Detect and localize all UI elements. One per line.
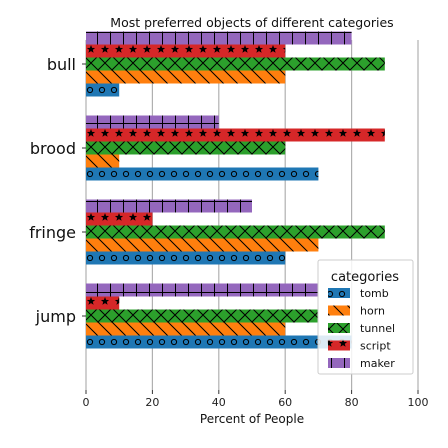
bar-hatch-horn-bull bbox=[86, 70, 286, 84]
bars bbox=[86, 31, 385, 349]
bar-hatch-script-jump bbox=[86, 296, 120, 310]
x-tick-label: 20 bbox=[145, 396, 159, 409]
category-label-jump: jump bbox=[35, 307, 76, 326]
bar-hatch-maker-brood bbox=[86, 115, 219, 129]
legend-items: tomb horn tunnel script maker bbox=[328, 287, 395, 370]
legend-title: categories bbox=[331, 270, 399, 285]
bar-hatch-script-bull bbox=[86, 44, 286, 58]
x-tick-label: 100 bbox=[408, 396, 429, 409]
x-tick-label: 80 bbox=[345, 396, 359, 409]
category-label-bull: bull bbox=[47, 55, 76, 74]
legend-label-maker: maker bbox=[360, 357, 395, 370]
bar-hatch-tunnel-bull bbox=[86, 57, 385, 71]
legend-swatch-hatch-horn bbox=[328, 305, 350, 316]
legend-label-horn: horn bbox=[360, 305, 385, 318]
category-label-fringe: fringe bbox=[29, 223, 76, 242]
bar-hatch-tunnel-jump bbox=[86, 309, 319, 323]
legend-label-script: script bbox=[360, 340, 391, 353]
chart-title: Most preferred objects of different cate… bbox=[110, 15, 393, 30]
bar-hatch-tomb-bull bbox=[86, 83, 120, 97]
legend-label-tunnel: tunnel bbox=[360, 322, 395, 335]
legend-swatch-hatch-tomb bbox=[328, 288, 350, 298]
bar-hatch-tomb-brood bbox=[86, 167, 319, 181]
category-label-brood: brood bbox=[30, 139, 76, 158]
legend-swatch-hatch-script bbox=[328, 340, 350, 351]
bar-hatch-horn-brood bbox=[86, 154, 120, 168]
bar-hatch-horn-jump bbox=[86, 322, 286, 336]
bar-hatch-maker-jump bbox=[86, 283, 319, 297]
bar-hatch-tunnel-fringe bbox=[86, 225, 385, 239]
bar-hatch-script-brood bbox=[86, 128, 385, 142]
x-tick-label: 60 bbox=[278, 396, 292, 409]
bar-hatch-tunnel-brood bbox=[86, 141, 286, 155]
legend-swatch-hatch-tunnel bbox=[328, 323, 350, 333]
x-axis-label: Percent of People bbox=[200, 412, 304, 426]
x-tick-label: 0 bbox=[83, 396, 90, 409]
legend-label-tomb: tomb bbox=[360, 287, 389, 300]
bar-hatch-tomb-jump bbox=[86, 335, 352, 349]
y-axis-categories: bull brood fringe jump bbox=[29, 55, 86, 326]
legend: categories tomb horn tunnel script maker bbox=[317, 259, 414, 375]
bar-hatch-maker-bull bbox=[86, 31, 352, 45]
bar-hatch-maker-fringe bbox=[86, 199, 252, 213]
bar-hatch-tomb-fringe bbox=[86, 251, 286, 265]
legend-swatch-hatch-maker bbox=[328, 358, 350, 368]
bar-hatch-horn-fringe bbox=[86, 238, 319, 252]
bar-hatch-script-fringe bbox=[86, 212, 153, 226]
x-axis-ticks: 0 20 40 60 80 100 bbox=[83, 390, 429, 409]
x-tick-label: 40 bbox=[212, 396, 226, 409]
